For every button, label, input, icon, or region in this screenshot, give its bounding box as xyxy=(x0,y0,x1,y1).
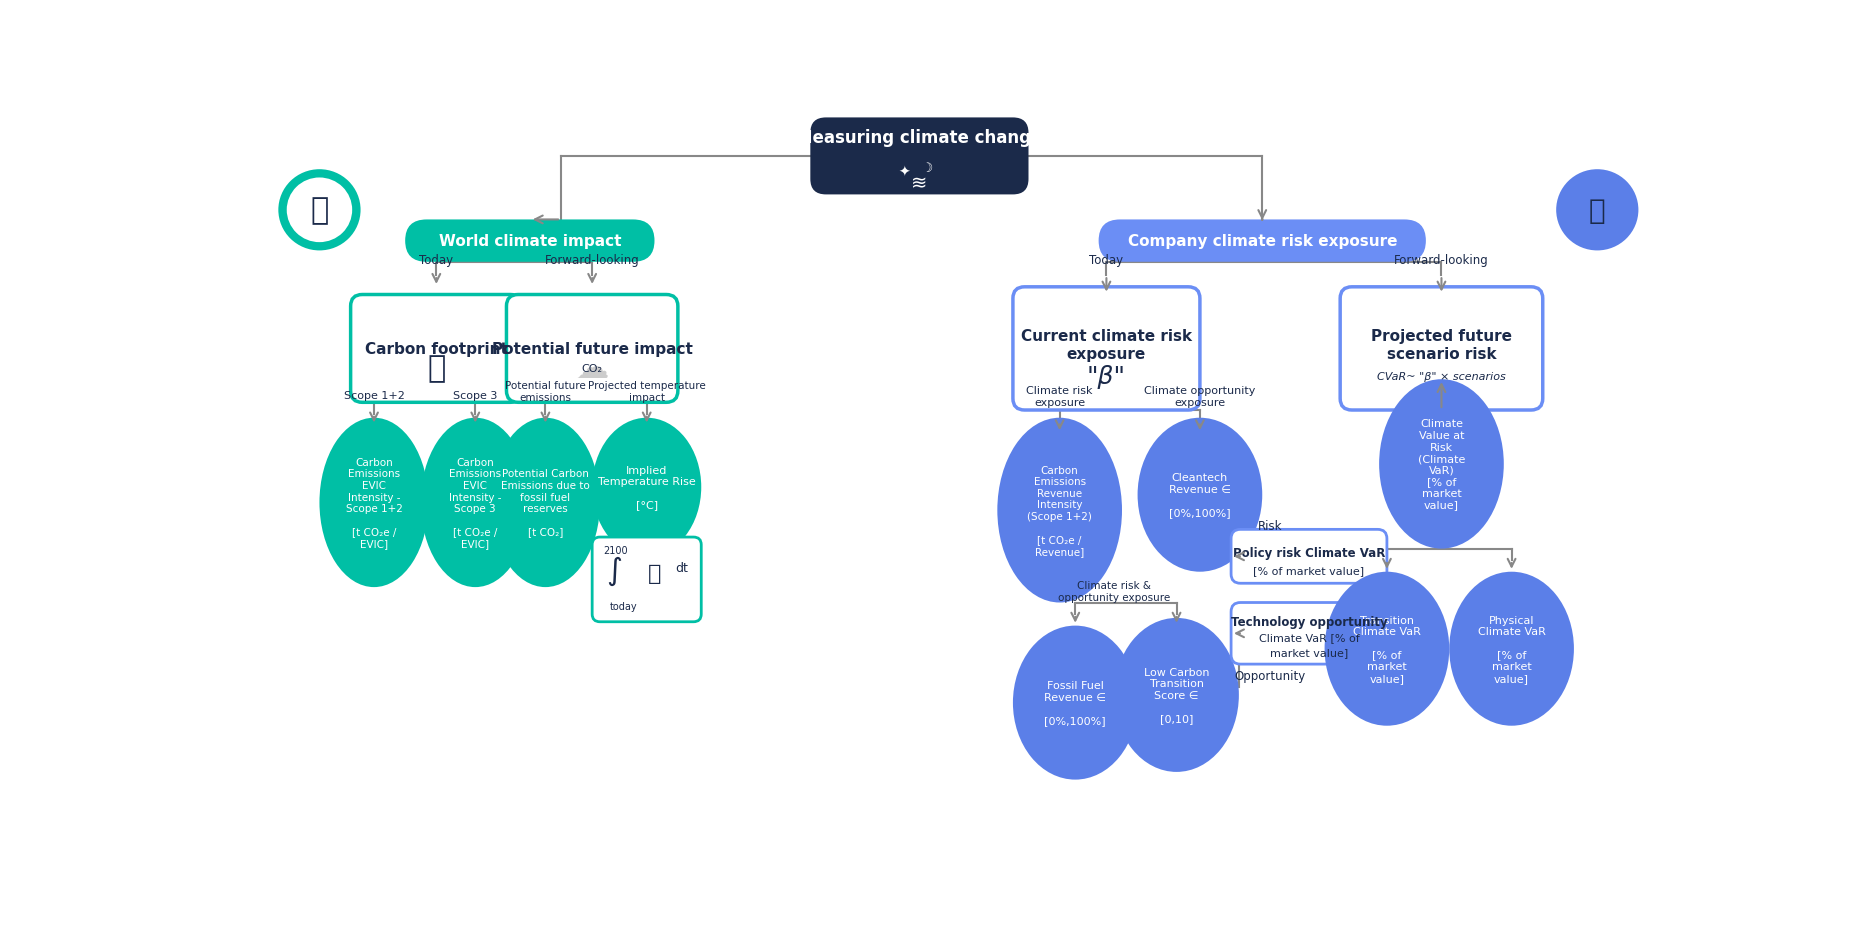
Text: Carbon
Emissions
EVIC
Intensity -
Scope 1+2

[t CO₂e /
EVIC]: Carbon Emissions EVIC Intensity - Scope … xyxy=(346,458,402,548)
Text: ☽: ☽ xyxy=(922,161,933,174)
Text: CVaR~ "β" × scenarios: CVaR~ "β" × scenarios xyxy=(1376,371,1505,381)
FancyBboxPatch shape xyxy=(810,118,1028,195)
Circle shape xyxy=(286,178,352,243)
FancyBboxPatch shape xyxy=(507,295,677,403)
Text: Climate risk
exposure: Climate risk exposure xyxy=(1027,386,1092,407)
Text: Projected future
scenario risk: Projected future scenario risk xyxy=(1371,329,1513,361)
Text: Potential future
emissions: Potential future emissions xyxy=(505,380,585,402)
Ellipse shape xyxy=(1137,419,1262,572)
Text: Policy risk Climate VaR: Policy risk Climate VaR xyxy=(1232,547,1386,560)
Text: Today: Today xyxy=(419,254,453,267)
Text: 🌡: 🌡 xyxy=(310,196,329,226)
Text: Carbon
Emissions
EVIC
Intensity -
Scope 3

[t CO₂e /
EVIC]: Carbon Emissions EVIC Intensity - Scope … xyxy=(449,458,501,548)
Text: Forward-looking: Forward-looking xyxy=(1393,254,1489,267)
Ellipse shape xyxy=(1115,618,1238,772)
Text: dt: dt xyxy=(675,561,688,574)
Circle shape xyxy=(1554,168,1640,253)
Ellipse shape xyxy=(1449,572,1575,726)
Text: Current climate risk
exposure: Current climate risk exposure xyxy=(1021,329,1191,361)
Ellipse shape xyxy=(490,419,600,587)
Text: "β": "β" xyxy=(1086,364,1126,388)
Text: today: today xyxy=(610,601,638,612)
Text: Climate VaR [% of: Climate VaR [% of xyxy=(1259,633,1359,642)
Text: Fossil Fuel
Revenue ∈

[0%,100%]: Fossil Fuel Revenue ∈ [0%,100%] xyxy=(1043,680,1107,725)
Text: CO₂: CO₂ xyxy=(582,363,602,373)
Text: Potential future impact: Potential future impact xyxy=(492,342,692,356)
Text: Risk: Risk xyxy=(1259,520,1283,533)
Text: market value]: market value] xyxy=(1270,648,1348,658)
Circle shape xyxy=(277,168,363,253)
Text: Scope 1+2: Scope 1+2 xyxy=(344,390,404,400)
Text: 2100: 2100 xyxy=(604,546,628,556)
FancyBboxPatch shape xyxy=(1014,288,1201,410)
Ellipse shape xyxy=(320,419,428,587)
Text: World climate impact: World climate impact xyxy=(439,234,621,249)
Ellipse shape xyxy=(1380,380,1503,549)
Text: Climate
Value at
Risk
(Climate
VaR)
[% of
market
value]: Climate Value at Risk (Climate VaR) [% o… xyxy=(1417,419,1466,510)
Text: ≋: ≋ xyxy=(911,174,928,193)
Text: Measuring climate change: Measuring climate change xyxy=(797,128,1043,147)
Text: Projected temperature
impact: Projected temperature impact xyxy=(587,380,705,402)
FancyBboxPatch shape xyxy=(406,220,654,263)
Text: Scope 3: Scope 3 xyxy=(453,390,497,400)
Text: Physical
Climate VaR

[% of
market
value]: Physical Climate VaR [% of market value] xyxy=(1477,615,1545,683)
Text: Transition
Climate VaR

[% of
market
value]: Transition Climate VaR [% of market valu… xyxy=(1354,615,1421,683)
Text: Technology opportunity: Technology opportunity xyxy=(1230,615,1388,628)
Ellipse shape xyxy=(997,419,1122,603)
Text: Cleantech
Revenue ∈

[0%,100%]: Cleantech Revenue ∈ [0%,100%] xyxy=(1169,472,1230,518)
FancyBboxPatch shape xyxy=(1230,603,1388,664)
Text: ✦: ✦ xyxy=(898,165,909,179)
Ellipse shape xyxy=(421,419,529,587)
Text: Implied
Temperature Rise

[°C]: Implied Temperature Rise [°C] xyxy=(598,465,696,509)
Text: Company climate risk exposure: Company climate risk exposure xyxy=(1128,234,1397,249)
Text: 🏭: 🏭 xyxy=(426,354,445,382)
Text: 🏭: 🏭 xyxy=(647,563,662,584)
Text: Carbon footprint: Carbon footprint xyxy=(365,342,509,356)
Text: [% of market value]: [% of market value] xyxy=(1253,565,1365,575)
Text: Climate opportunity
exposure: Climate opportunity exposure xyxy=(1144,386,1255,407)
FancyBboxPatch shape xyxy=(352,295,522,403)
Text: Climate risk &
opportunity exposure: Climate risk & opportunity exposure xyxy=(1058,581,1171,602)
FancyBboxPatch shape xyxy=(1341,288,1543,410)
Text: Potential Carbon
Emissions due to
fossil fuel
reserves

[t CO₂]: Potential Carbon Emissions due to fossil… xyxy=(501,469,589,536)
Text: Today: Today xyxy=(1090,254,1124,267)
Ellipse shape xyxy=(1014,625,1137,780)
FancyBboxPatch shape xyxy=(1230,530,1388,584)
Text: Carbon
Emissions
Revenue
Intensity
(Scope 1+2)

[t CO₂e /
Revenue]: Carbon Emissions Revenue Intensity (Scop… xyxy=(1027,465,1092,556)
Text: 💵: 💵 xyxy=(1590,197,1606,225)
Text: Low Carbon
Transition
Score ∈

[0,10]: Low Carbon Transition Score ∈ [0,10] xyxy=(1144,667,1210,723)
Text: Forward-looking: Forward-looking xyxy=(544,254,640,267)
Ellipse shape xyxy=(1324,572,1449,726)
Ellipse shape xyxy=(593,419,701,557)
Circle shape xyxy=(1565,178,1631,243)
FancyBboxPatch shape xyxy=(1100,220,1427,263)
Text: ☁: ☁ xyxy=(576,352,610,385)
FancyBboxPatch shape xyxy=(593,537,701,622)
Text: ∫: ∫ xyxy=(606,556,623,586)
Text: Opportunity: Opportunity xyxy=(1234,669,1305,682)
